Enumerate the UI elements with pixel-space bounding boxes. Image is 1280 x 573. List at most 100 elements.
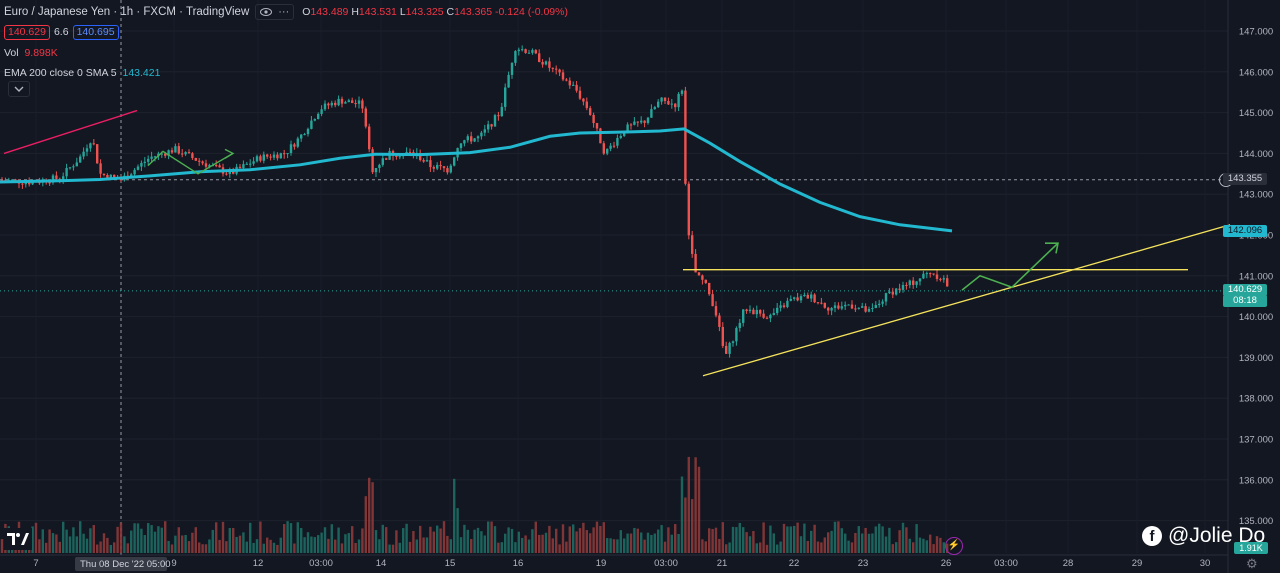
buy-button[interactable]: 140.695 [72,24,119,40]
volume-bar [796,522,799,553]
tradingview-logo-icon[interactable] [4,528,32,550]
ema-legend[interactable]: EMA 200 close 0 SMA 5 143.421 [4,67,161,79]
candle-body [354,103,357,105]
volume-bar [242,532,245,553]
volume-bar [385,527,388,553]
candle-body [745,309,748,312]
volume-bar [769,525,772,553]
candle-body [245,163,248,165]
volume-bar [208,539,211,553]
candle-body [568,80,571,86]
volume-bar [174,535,177,553]
candle-body [629,124,633,126]
candle-body [208,165,211,167]
volume-bar [514,542,517,553]
candle-body [782,305,786,308]
candle-body [150,156,153,159]
candle-body [38,182,41,184]
candle-body [786,300,789,308]
volume-bar [725,544,728,553]
candle-body [837,305,840,309]
volume-bar [395,530,398,553]
volume-bar [874,526,877,553]
candle-body [558,69,561,73]
candle-body [191,153,194,158]
candle-body [827,307,830,311]
candle-body [708,282,711,295]
candle-body [75,162,78,167]
volume-bar [687,456,690,553]
candle-body [429,160,432,168]
candle-body [136,166,140,170]
candle-body [85,148,89,152]
volume-bar [541,534,544,553]
ema-price-label: 142.096 [1223,225,1267,237]
volume-bar [789,526,792,553]
volume-bar [303,537,306,553]
lightning-icon[interactable]: ⚡ [945,537,963,555]
candle-body [687,183,690,236]
candle-body [942,278,945,280]
volume-bar [823,537,826,553]
candle-body [463,140,466,144]
price-tick-label: 137.000 [1239,435,1273,446]
candle-body [249,163,252,165]
gear-icon[interactable]: ⚙ [1246,556,1258,571]
volume-bar [840,528,843,553]
candle-body [769,314,772,319]
candle-body [504,87,507,107]
candle-body [864,306,867,312]
ema-200-line [0,127,953,233]
collapse-legend-button[interactable] [8,81,30,97]
candle-body [215,165,218,167]
symbol-title[interactable]: Euro / Japanese Yen · 1h · FXCM · Tradin… [4,6,250,18]
volume-bar [153,531,157,553]
candle-body [361,100,364,109]
candle-body [585,101,588,109]
spread-value: 6.6 [53,26,69,38]
volume-bar [735,527,738,553]
volume-bar [334,539,337,553]
arrow-head [1045,242,1059,254]
volume-bar [147,523,150,553]
legend-controls[interactable]: ··· [255,4,295,20]
volume-bar [888,527,891,553]
volume-bar [116,526,119,553]
candle-body [541,61,544,65]
candle-body [599,128,602,144]
volume-bar [38,539,41,553]
volume-bar [177,527,180,553]
more-icon[interactable]: ··· [278,6,290,18]
candle-body [252,161,255,164]
volume-bar [646,532,650,553]
candle-body [334,102,337,106]
candle-body [793,297,796,299]
candle-body [340,98,344,104]
volume-bar [555,528,558,553]
volume-bar [922,538,925,553]
volume-bar [694,457,697,553]
candle-body [96,144,99,164]
volume-bar [79,521,82,553]
candle-body [609,145,612,149]
volume-bar [504,533,507,553]
sell-button[interactable]: 140.629 [4,24,50,40]
volume-bar [429,526,432,553]
price-tick-label: 146.000 [1239,67,1273,78]
price-tick-label: 138.000 [1239,394,1273,405]
candle-body [714,306,718,316]
volume-legend[interactable]: Vol 9.898K [4,47,58,59]
candle-body [446,168,449,173]
candle-body [871,308,874,310]
candle-body [517,49,520,52]
candle-body [816,302,820,304]
candle-body [181,153,184,155]
eye-icon[interactable] [260,7,273,17]
volume-bar [493,526,497,553]
price-tick-label: 140.000 [1239,312,1273,323]
volume-bar [905,527,908,553]
candle-body [677,93,680,108]
volume-bar [759,542,762,553]
volume-bar [636,528,639,553]
